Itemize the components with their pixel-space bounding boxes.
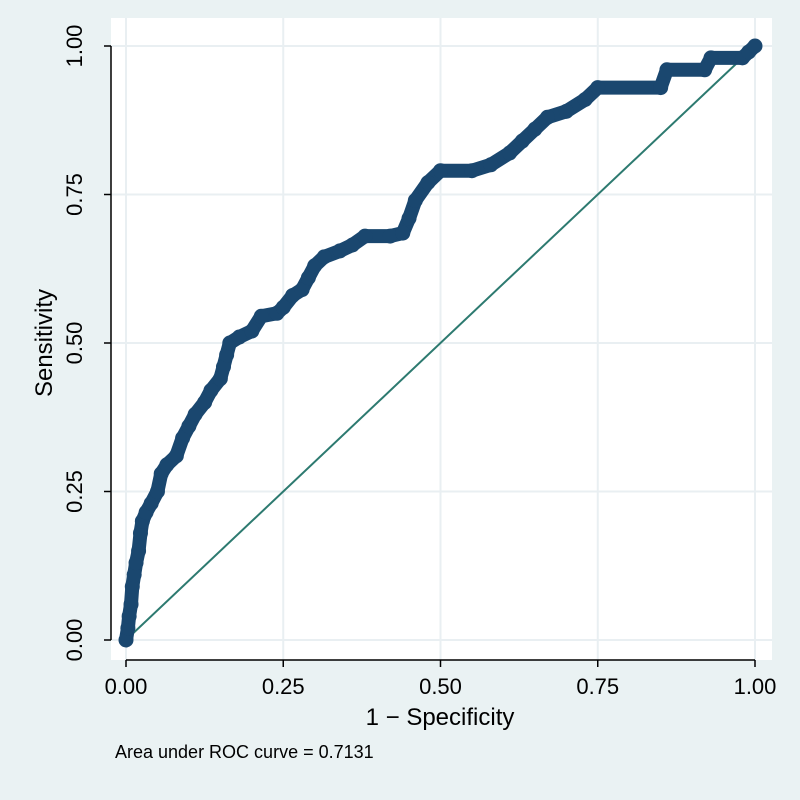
y-axis-title: Sensitivity: [31, 289, 58, 397]
roc-point: [219, 347, 235, 363]
tick-labels: 0.00 0.25 0.50 0.75 1.00 0.00 0.25 0.50 0.75 1.00: [62, 25, 776, 699]
reference-line-layer: [125, 45, 756, 641]
roc-point: [344, 237, 360, 253]
roc-point: [316, 249, 332, 265]
roc-point: [433, 163, 448, 179]
roc-point: [464, 163, 480, 179]
x-tick-label: 0.00: [105, 674, 148, 699]
y-tick-label: 0.50: [62, 322, 87, 365]
y-tick-label: 0.25: [62, 470, 87, 513]
roc-point: [181, 418, 197, 434]
roc-point: [124, 579, 140, 595]
roc-point: [577, 91, 593, 107]
roc-point: [203, 383, 219, 399]
roc-point: [300, 270, 316, 286]
roc-point: [197, 394, 213, 410]
roc-point: [128, 555, 144, 571]
roc-curve-layer: [118, 38, 763, 648]
roc-point: [168, 448, 184, 464]
roc-point: [395, 225, 411, 241]
reference-line: [125, 45, 756, 641]
auc-note: Area under ROC curve = 0.7131: [115, 742, 374, 762]
roc-point: [215, 359, 231, 375]
roc-point: [514, 133, 530, 149]
roc-point: [253, 308, 269, 324]
roc-point: [697, 62, 713, 78]
roc-point: [401, 210, 417, 226]
y-tick-label: 0.00: [62, 619, 87, 662]
roc-point: [187, 406, 203, 422]
roc-point: [357, 228, 373, 244]
roc-point: [175, 430, 191, 446]
roc-point: [483, 157, 499, 173]
roc-point: [231, 329, 247, 345]
roc-point: [126, 567, 142, 583]
x-tick-label: 0.25: [262, 674, 305, 699]
roc-point: [149, 484, 165, 499]
roc-point: [703, 50, 719, 66]
roc-point: [275, 299, 291, 315]
x-tick-label: 1.00: [734, 674, 777, 699]
roc-point: [502, 145, 518, 161]
roc-point: [212, 371, 228, 387]
x-tick-label: 0.75: [576, 674, 619, 699]
roc-point: [382, 228, 398, 244]
roc-point: [653, 80, 669, 96]
roc-point: [590, 80, 606, 96]
roc-point: [143, 495, 159, 511]
roc-point: [294, 282, 310, 298]
roc-point: [558, 103, 574, 119]
roc-point: [307, 258, 323, 274]
roc-point: [118, 632, 134, 648]
roc-point: [747, 38, 763, 54]
roc-point: [123, 596, 139, 612]
x-tick-label: 0.50: [419, 674, 462, 699]
y-tick-label: 0.75: [62, 173, 87, 216]
roc-point: [539, 109, 555, 125]
roc-point: [527, 121, 543, 137]
roc-point: [132, 525, 148, 541]
roc-point: [659, 62, 675, 78]
roc-point: [332, 243, 348, 259]
roc-point: [407, 192, 423, 208]
roc-point: [420, 175, 436, 191]
axes: [104, 45, 756, 667]
roc-point: [131, 543, 147, 559]
x-axis-title: 1 − Specificity: [366, 704, 515, 731]
roc-point: [121, 608, 137, 624]
roc-point: [159, 457, 175, 473]
roc-point: [120, 620, 136, 636]
roc-point: [244, 323, 260, 339]
y-tick-label: 1.00: [62, 25, 87, 68]
